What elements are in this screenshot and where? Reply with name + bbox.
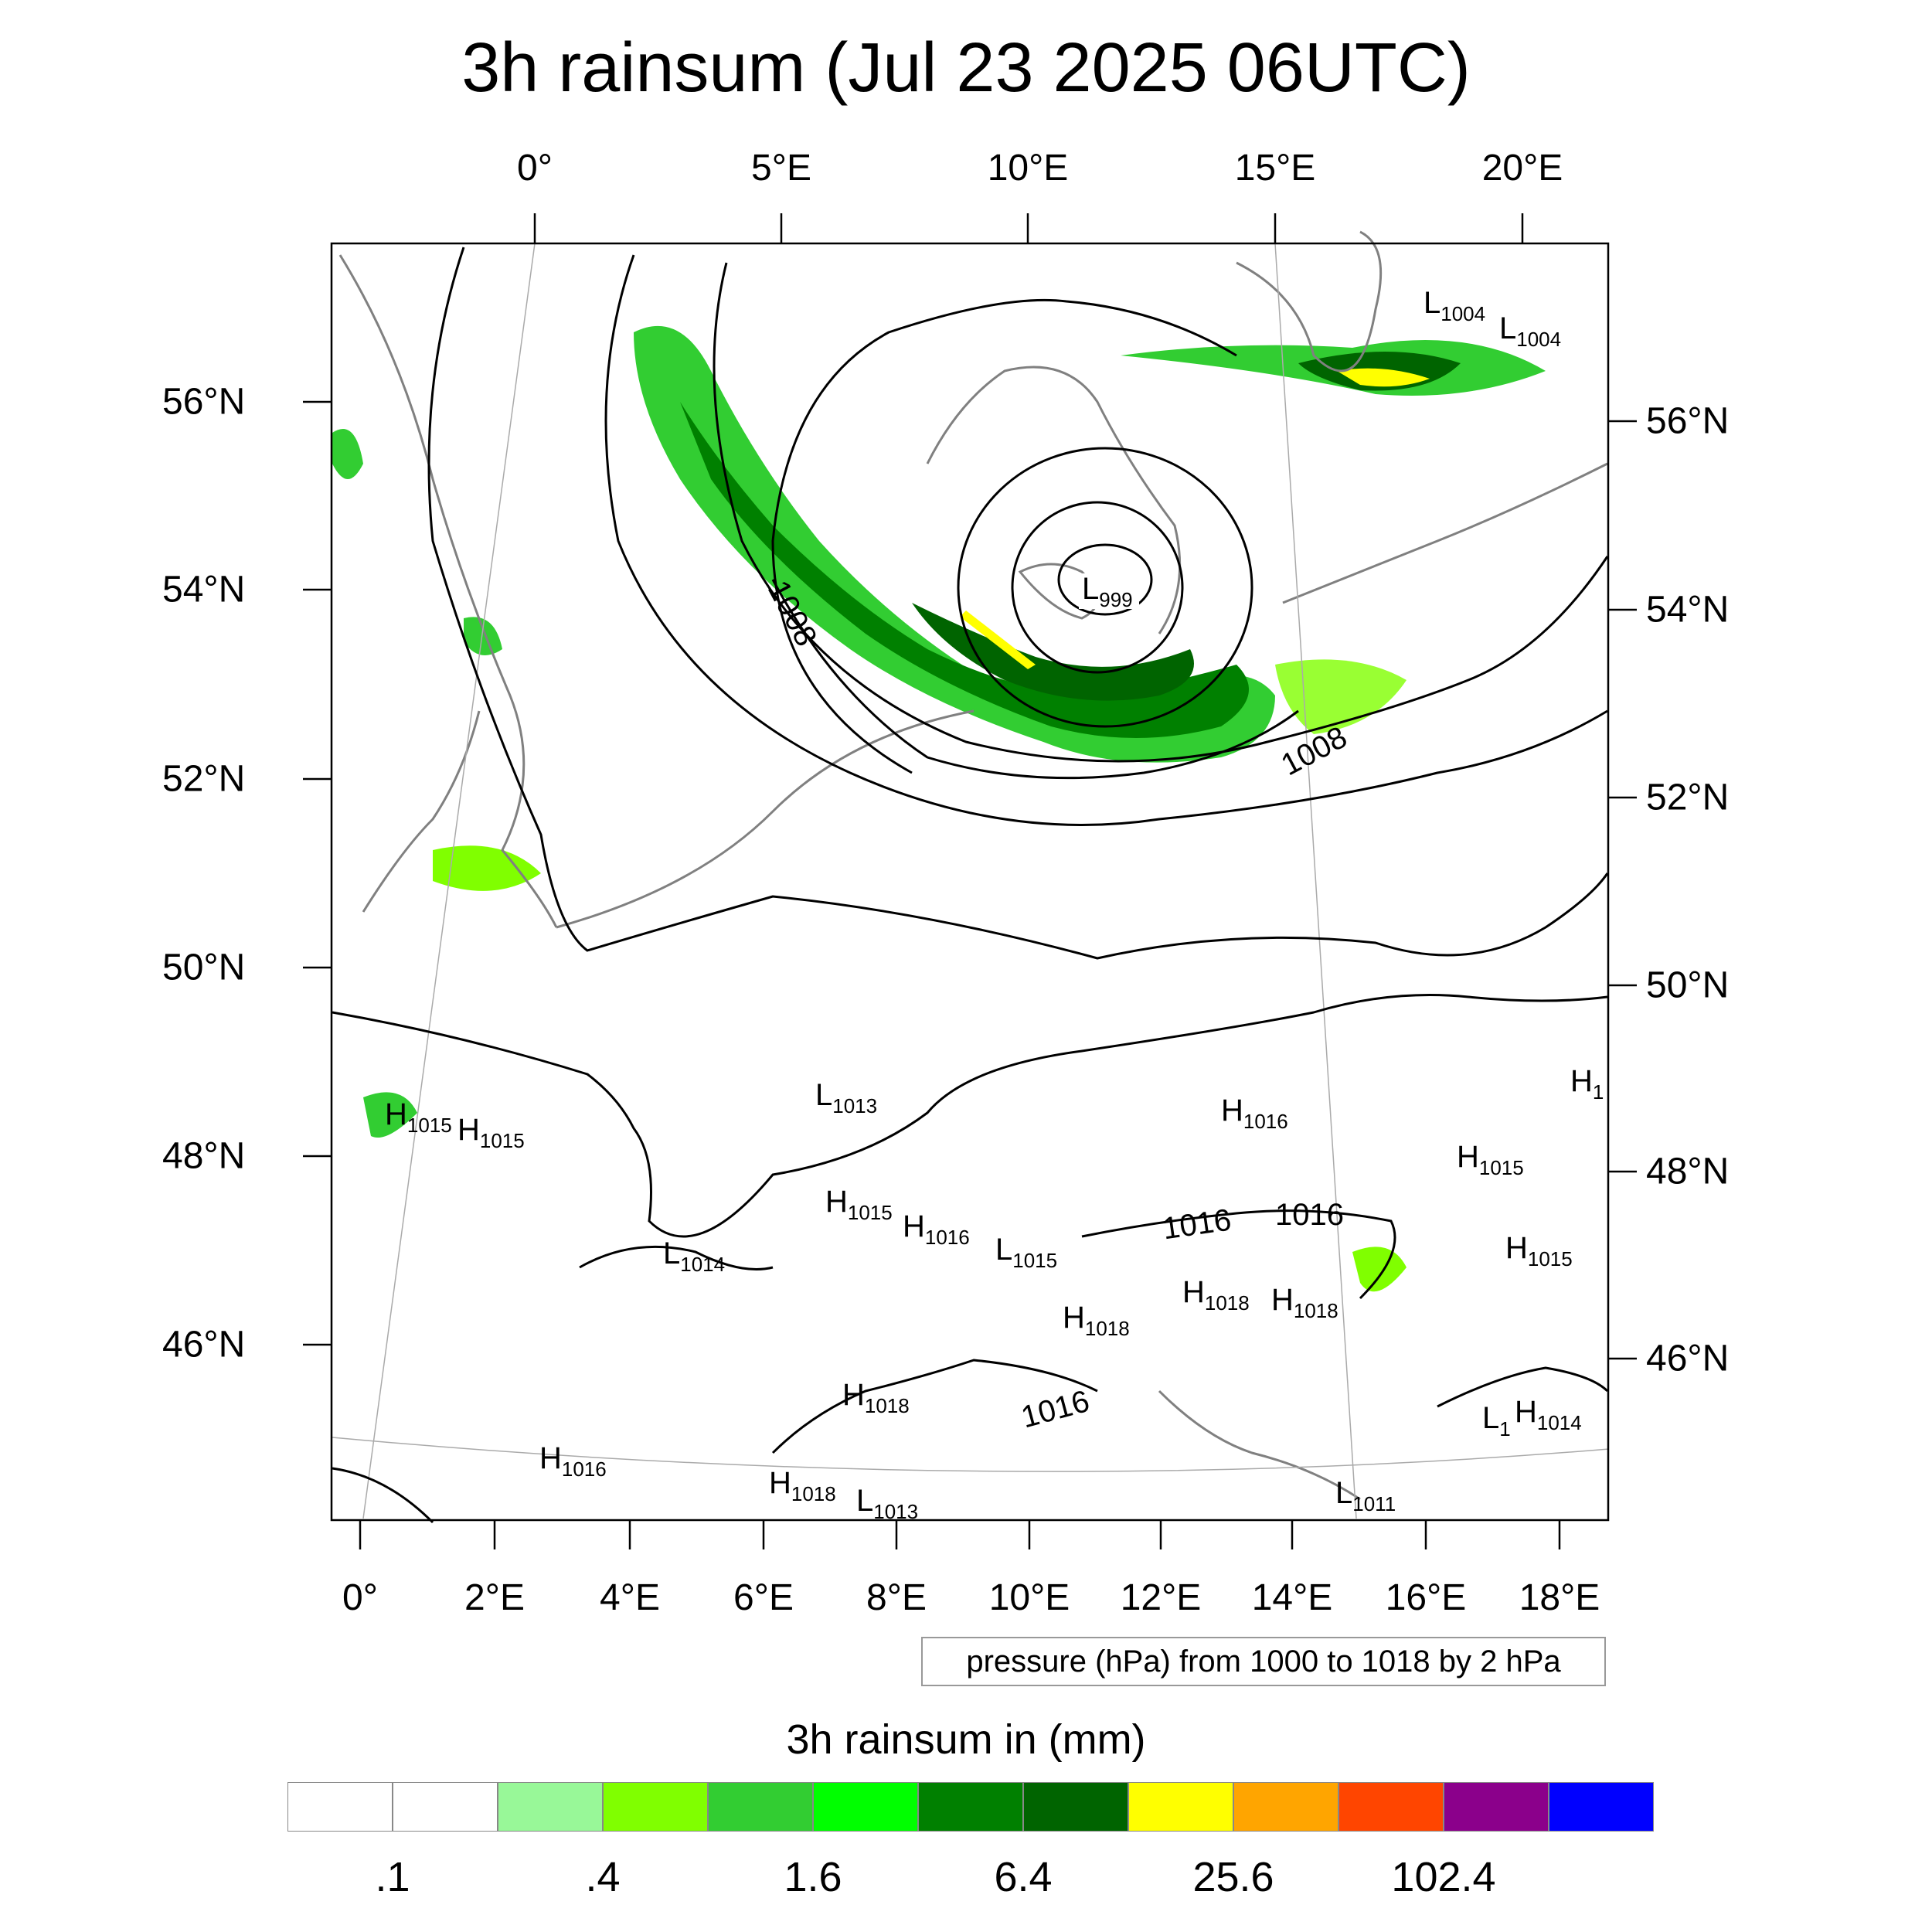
lon-tick-top: 0° [517,148,553,189]
high-center-label: H1016 [539,1441,607,1481]
colorbar-swatch [1444,1782,1549,1832]
lon-tick-bottom: 4°E [600,1577,660,1618]
colorbar [287,1782,1654,1832]
lon-tick-bottom: 14°E [1251,1577,1333,1618]
frame-ticks [303,213,1637,1549]
lat-tick-left: 54°N [162,569,246,611]
colorbar-swatch [708,1782,813,1832]
high-center-label: H1015 [385,1097,452,1137]
rain-scattered-1 [332,429,363,479]
lat-tick-right: 48°N [1646,1151,1730,1192]
lat-tick-left: 46°N [162,1324,246,1366]
rain-north-yellow [1337,368,1430,387]
low-center-label: L1011 [1335,1476,1396,1515]
pressure-contour-note: pressure (hPa) from 1000 to 1018 by 2 hP… [921,1637,1606,1686]
colorbar-label: 102.4 [1391,1854,1496,1900]
lon-tick-bottom: 8°E [866,1577,927,1618]
map-title: 3h rainsum (Jul 23 2025 06UTC) [461,29,1471,107]
colorbar-swatch [1549,1782,1654,1832]
lat-tick-right: 56°N [1646,400,1730,442]
lat-tick-left: 48°N [162,1135,246,1177]
high-center-label: H1015 [825,1185,893,1224]
colorbar-swatch [498,1782,603,1832]
isobars [332,247,1609,1524]
colorbar-swatch [287,1782,393,1832]
lat-tick-left: 56°N [162,381,246,423]
high-center-label: H1018 [1271,1283,1338,1322]
map-frame [330,242,1610,1522]
high-center-label: H1015 [1505,1231,1573,1270]
high-center-label: H1018 [769,1466,836,1505]
colorbar-swatch [1233,1782,1338,1832]
coastlines [338,230,1608,1501]
colorbar-title: 3h rainsum in (mm) [786,1716,1146,1763]
lon-tick-bottom: 16°E [1385,1577,1467,1618]
lon-tick-top: 20°E [1481,148,1563,189]
lat-tick-right: 50°N [1646,964,1730,1006]
lon-tick-top: 5°E [751,148,811,189]
high-center-label: H1015 [457,1113,525,1152]
colorbar-label: 25.6 [1192,1854,1274,1900]
rain-scattered-5 [1352,1247,1406,1292]
lon-tick-bottom: 0° [342,1577,378,1618]
lat-tick-right: 52°N [1646,777,1730,818]
low-center-label: L1004 [1423,286,1485,325]
high-center-label: H1018 [1182,1275,1250,1315]
lon-tick-bottom: 2°E [464,1577,525,1618]
contour-label: 1016 [1018,1384,1093,1435]
low-center-label: L1014 [663,1236,725,1276]
lon-tick-top: 10°E [987,148,1069,189]
colorbar-swatch [603,1782,708,1832]
graticule [332,243,1610,1519]
rain-band-mid [680,402,1249,738]
lon-tick-bottom: 10°E [988,1577,1070,1618]
colorbar-swatch [1023,1782,1128,1832]
lat-tick-right: 46°N [1646,1338,1730,1379]
colorbar-label: .4 [585,1854,621,1900]
high-center-label: H1 [1570,1064,1604,1104]
lat-tick-left: 52°N [162,758,246,800]
low-center-label: L1015 [995,1233,1057,1272]
low-center-label: L1013 [815,1078,877,1117]
colorbar-swatch [393,1782,498,1832]
colorbar-swatch [1338,1782,1444,1832]
colorbar-label: 6.4 [994,1854,1053,1900]
low-center-label: L1013 [856,1484,918,1523]
rain-shading [332,325,1546,1292]
rain-band-dark [912,603,1194,701]
lat-tick-left: 50°N [162,947,246,988]
rain-east-light [1275,659,1406,734]
low-center-label: L1004 [1499,311,1561,351]
lon-tick-bottom: 18°E [1519,1577,1600,1618]
colorbar-swatch [813,1782,918,1832]
high-center-label: H1018 [1063,1301,1130,1340]
pressure-centers: L1004 L1004 L999 H1015 H1015 L1013 H1016… [385,286,1604,1523]
contour-label: 1016 [1161,1202,1233,1246]
rain-core-yellow [960,611,1036,669]
lon-tick-bottom: 12°E [1120,1577,1202,1618]
lat-tick-right: 54°N [1646,589,1730,631]
high-center-label: H1018 [842,1378,910,1417]
colorbar-swatch [918,1782,1023,1832]
rain-scattered-2 [464,617,502,655]
lon-tick-bottom: 6°E [733,1577,794,1618]
colorbar-label: 1.6 [784,1854,842,1900]
high-center-label: H1016 [1221,1094,1288,1133]
lon-tick-top: 15°E [1234,148,1316,189]
rain-scattered-4 [433,845,541,891]
low-center-label: L999 [1082,572,1133,611]
low-center-label: L1 [1482,1401,1511,1440]
colorbar-label: .1 [375,1854,410,1900]
high-center-label: H1016 [903,1209,970,1249]
contour-label: 1016 [1275,1198,1344,1232]
colorbar-swatch [1128,1782,1233,1832]
rain-scattered-3 [363,1092,417,1138]
high-center-label: H1015 [1457,1140,1524,1179]
high-center-label: H1014 [1515,1395,1582,1434]
